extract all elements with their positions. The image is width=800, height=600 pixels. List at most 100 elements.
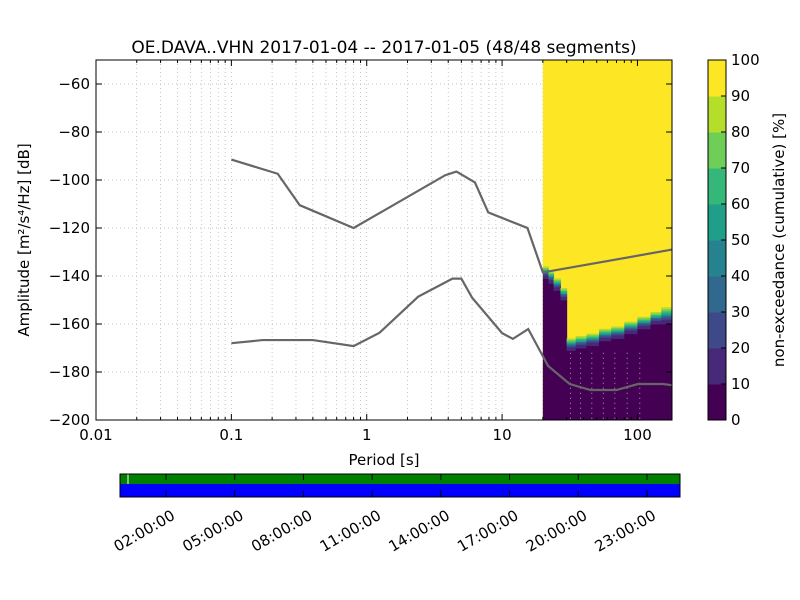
psd-plot-area: 0.01 0.1 1 10 100 −200 −180 −160 −140 −120 −100 −8… bbox=[49, 59, 673, 444]
colorbar-band bbox=[708, 384, 726, 421]
heatmap-column-transition bbox=[611, 329, 625, 332]
heatmap-column-transition bbox=[586, 342, 600, 345]
heatmap-column-low bbox=[650, 324, 662, 420]
heatmap-column-transition bbox=[650, 312, 662, 314]
heatmap-column-transition bbox=[599, 328, 612, 331]
heatmap-column-transition bbox=[650, 316, 662, 319]
heatmap-column-transition bbox=[553, 281, 561, 284]
colorbar-band bbox=[708, 204, 726, 241]
heatmap-column-transition bbox=[548, 274, 555, 277]
data-coverage-bar: 02:00:00 05:00:00 08:00:00 11:00:00 14:00:00… bbox=[111, 473, 681, 556]
y-tick-label: −200 bbox=[49, 411, 90, 429]
heatmap-column-transition bbox=[560, 298, 568, 301]
heatmap-column-transition bbox=[566, 344, 577, 347]
heatmap-column-transition bbox=[542, 276, 549, 279]
chart-title: OE.DAVA..VHN 2017-01-04 -- 2017-01-05 (4… bbox=[131, 38, 636, 58]
heatmap-column-transition bbox=[542, 275, 549, 278]
heatmap-column-transition bbox=[566, 348, 577, 351]
heatmap-column-transition bbox=[553, 284, 561, 287]
heatmap-column-transition bbox=[637, 318, 652, 321]
heatmap-column-transition bbox=[637, 321, 652, 324]
heatmap-column-transition bbox=[575, 340, 587, 343]
heatmap-column-transition bbox=[566, 345, 577, 348]
heatmap-column-transition bbox=[599, 336, 612, 339]
heatmap-column-transition bbox=[560, 294, 568, 296]
heatmap-column-transition bbox=[661, 309, 673, 312]
heatmap-column-transition bbox=[637, 322, 652, 325]
heatmap-column-transition bbox=[586, 344, 600, 347]
psd-heatmap bbox=[542, 60, 673, 420]
heatmap-column-transition bbox=[548, 280, 555, 283]
heatmap-column-transition bbox=[650, 318, 662, 320]
heatmap-column-transition bbox=[542, 269, 549, 272]
heatmap-column-transition bbox=[586, 339, 600, 342]
coverage-tick-label: 05:00:00 bbox=[179, 506, 246, 555]
heatmap-column-transition bbox=[650, 315, 662, 317]
heatmap-column-transition bbox=[548, 271, 555, 274]
colorbar-tick-label: 20 bbox=[731, 339, 750, 357]
heatmap-column-transition bbox=[542, 272, 549, 275]
heatmap-column-transition bbox=[542, 266, 549, 269]
coverage-tick-label: 20:00:00 bbox=[523, 506, 590, 555]
y-tick-label: −140 bbox=[49, 267, 90, 285]
colorbar-tick-label: 30 bbox=[731, 303, 750, 321]
coverage-frame bbox=[119, 473, 681, 498]
heatmap-column-transition bbox=[661, 317, 673, 321]
heatmap-column-transition bbox=[599, 330, 612, 333]
coverage-tick-label: 02:00:00 bbox=[111, 506, 178, 555]
heatmap-column-transition bbox=[560, 292, 568, 295]
heatmap-column-transition bbox=[566, 338, 577, 341]
heatmap-column-transition bbox=[553, 278, 561, 281]
heatmap-column-low bbox=[553, 290, 561, 420]
y-axis-label: Amplitude [m²/s⁴/Hz] [dB] bbox=[15, 143, 33, 336]
heatmap-column-transition bbox=[560, 295, 568, 298]
heatmap-column-transition bbox=[542, 273, 549, 276]
heatmap-column-transition bbox=[560, 291, 568, 293]
heatmap-column-transition bbox=[599, 339, 612, 342]
heatmap-column-transition bbox=[560, 288, 568, 290]
colorbar-band bbox=[708, 348, 726, 385]
plot-frame bbox=[95, 59, 673, 421]
heatmap-column-transition bbox=[637, 316, 652, 319]
heatmap-column-transition bbox=[560, 297, 568, 299]
heatmap-column-transition bbox=[611, 330, 625, 333]
heatmap-column-transition bbox=[548, 281, 555, 284]
coverage-tick-label: 17:00:00 bbox=[454, 506, 521, 555]
heatmap-column-transition bbox=[661, 307, 673, 310]
heatmap-column-low bbox=[624, 333, 638, 420]
y-tick-label: −120 bbox=[49, 219, 90, 237]
heatmap-column-transition bbox=[575, 337, 587, 340]
heatmap-column-transition bbox=[611, 326, 625, 329]
heatmap-column-transition bbox=[624, 332, 638, 335]
coverage-tick-label: 08:00:00 bbox=[248, 506, 315, 555]
heatmap-column-transition bbox=[586, 335, 600, 338]
heatmap-column-transition bbox=[548, 275, 555, 278]
heatmap-column-transition bbox=[599, 333, 612, 336]
heatmap-column-transition bbox=[553, 287, 561, 290]
x-axis-label: Period [s] bbox=[348, 451, 419, 469]
heatmap-column-transition bbox=[548, 277, 555, 280]
heatmap-column-transition bbox=[566, 341, 577, 344]
heatmap-column-transition bbox=[611, 332, 625, 335]
heatmap-column-transition bbox=[637, 325, 652, 328]
heatmap-column-transition bbox=[661, 321, 673, 325]
coverage-tick-label: 23:00:00 bbox=[592, 506, 659, 555]
heatmap-column-transition bbox=[553, 288, 561, 291]
heatmap-column-transition bbox=[553, 282, 561, 285]
heatmap-column-transition bbox=[553, 279, 561, 282]
x-axis-ticks: 0.01 0.1 1 10 100 bbox=[79, 60, 652, 444]
heatmap-column-transition bbox=[575, 336, 587, 338]
colorbar-band bbox=[708, 60, 726, 97]
heatmap-column-transition bbox=[599, 337, 612, 340]
noise-model-high bbox=[231, 158, 673, 274]
heatmap-column-transition bbox=[624, 327, 638, 330]
heatmap-column-transition bbox=[637, 324, 652, 327]
colorbar-tick-label: 0 bbox=[731, 411, 741, 429]
heatmap-column-low bbox=[586, 345, 600, 420]
heatmap-column-transition bbox=[553, 285, 561, 288]
coverage-tick-label: 14:00:00 bbox=[386, 506, 453, 555]
heatmap-column-transition bbox=[661, 313, 673, 317]
heatmap-column-transition bbox=[575, 342, 587, 344]
heatmap-column-transition bbox=[611, 327, 625, 330]
